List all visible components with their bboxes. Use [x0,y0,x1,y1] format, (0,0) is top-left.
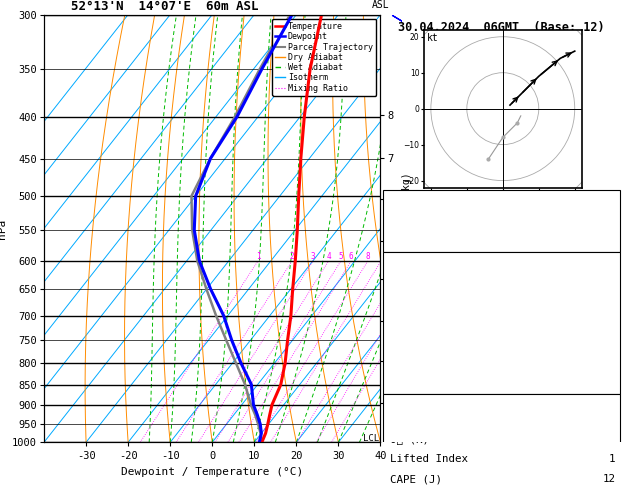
Text: 3: 3 [311,252,316,261]
Text: Dewp (°C): Dewp (°C) [390,292,448,302]
Bar [383,394,620,486]
Text: © weatheronline.co.uk: © weatheronline.co.uk [436,430,567,440]
Text: 5: 5 [338,252,343,261]
Legend: Temperature, Dewpoint, Parcel Trajectory, Dry Adiabat, Wet Adiabat, Isotherm, Mi: Temperature, Dewpoint, Parcel Trajectory… [272,19,376,96]
Text: LCL: LCL [363,434,379,443]
Y-axis label: hPa: hPa [0,218,6,239]
Text: 0: 0 [609,352,615,362]
Text: 11.2: 11.2 [589,292,615,302]
Text: CIN (J): CIN (J) [390,372,436,382]
Text: 850: 850 [596,414,615,424]
Text: Lifted Index: Lifted Index [390,332,468,342]
Text: 52°13'N  14°07'E  60m ASL: 52°13'N 14°07'E 60m ASL [71,0,259,14]
Text: km
ASL: km ASL [372,0,389,10]
Text: Mixing Ratio (g/kg): Mixing Ratio (g/kg) [403,173,413,284]
Text: Totals Totals: Totals Totals [390,230,475,240]
Text: Lifted Index: Lifted Index [390,454,468,464]
Text: 2: 2 [290,252,294,261]
Text: 11.8: 11.8 [589,272,615,281]
Text: 1: 1 [609,454,615,464]
Text: PW (cm): PW (cm) [390,250,436,260]
Text: 7: 7 [609,332,615,342]
Text: Temp (°C): Temp (°C) [390,272,448,281]
Text: 0: 0 [609,372,615,382]
Text: 4: 4 [326,252,331,261]
Text: CAPE (J): CAPE (J) [390,352,442,362]
Text: 30.04.2024  06GMT  (Base: 12): 30.04.2024 06GMT (Base: 12) [398,21,605,34]
Text: CAPE (J): CAPE (J) [390,474,442,485]
Text: θᴀ (K): θᴀ (K) [390,434,429,444]
Text: 2.27: 2.27 [589,250,615,260]
Text: θᴀ(K): θᴀ(K) [390,312,423,322]
Text: Surface: Surface [479,252,525,261]
Bar [383,190,620,252]
Text: 26: 26 [603,209,615,220]
Text: Pressure (mb): Pressure (mb) [390,414,475,424]
Text: 8: 8 [365,252,370,261]
Text: 1: 1 [256,252,260,261]
Text: 6: 6 [349,252,353,261]
Text: 306: 306 [596,312,615,322]
Bar [383,252,620,394]
Text: 316: 316 [596,434,615,444]
X-axis label: Dewpoint / Temperature (°C): Dewpoint / Temperature (°C) [121,467,303,477]
Text: 51: 51 [603,230,615,240]
Text: 12: 12 [603,474,615,485]
Text: Most Unstable: Most Unstable [459,394,544,404]
Text: K: K [390,209,397,220]
